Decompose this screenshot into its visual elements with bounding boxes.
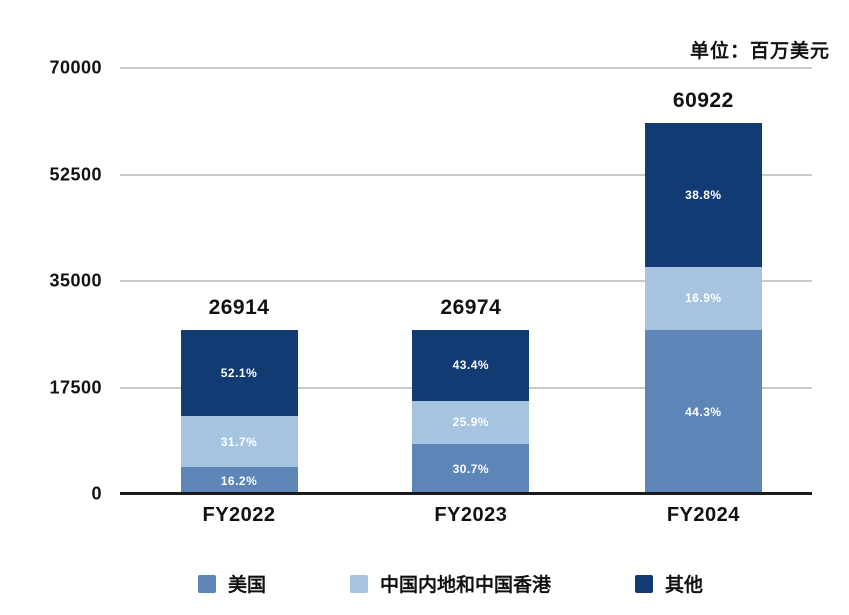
legend-swatch: [635, 574, 654, 593]
bar-total-label: 26974: [440, 295, 502, 319]
y-tick-label: 52500: [49, 164, 102, 184]
segment-percent-label: 16.2%: [220, 473, 258, 488]
bar-segment: 16.9%: [644, 267, 762, 330]
stacked-bar: 16.2% 31.7% 52.1%: [180, 330, 298, 494]
bar-segment: 25.9%: [412, 401, 530, 444]
bar-segment: 52.1%: [180, 330, 298, 416]
bar-segment: 16.2%: [180, 467, 298, 494]
y-tick-label: 17500: [49, 377, 102, 397]
segment-percent-label: 25.9%: [452, 415, 490, 430]
segment-percent-label: 31.7%: [220, 434, 258, 449]
legend-label: 其他: [665, 575, 704, 596]
gridline: [120, 173, 812, 176]
legend-swatch: [350, 574, 369, 593]
y-axis: 0 17500 35000 52500 70000: [0, 0, 110, 615]
unit-label: 单位：百万美元: [689, 41, 830, 62]
bar-total-label: 60922: [672, 89, 734, 113]
legend-item: 美国: [198, 570, 266, 597]
segment-percent-label: 16.9%: [685, 291, 722, 306]
y-tick-label: 35000: [49, 270, 102, 291]
segment-percent-label: 30.7%: [452, 461, 490, 476]
legend-label: 美国: [228, 575, 267, 596]
bar-segment: 30.7%: [412, 443, 530, 494]
category-label: FY2024: [666, 504, 740, 526]
bar-segment: 38.8%: [644, 123, 762, 268]
stacked-bar: 30.7% 25.9% 43.4%: [412, 329, 530, 494]
stacked-bar: 44.3% 16.9% 38.8%: [644, 123, 762, 494]
bar-total-label: 26914: [208, 296, 270, 320]
y-tick-label: 70000: [49, 57, 102, 78]
segment-percent-label: 38.8%: [685, 188, 722, 203]
category-label: FY2023: [434, 504, 508, 526]
segment-percent-label: 44.3%: [685, 404, 722, 419]
baseline: [120, 492, 812, 495]
legend-swatch: [198, 574, 216, 593]
legend-item: 中国内地和中国香港: [350, 570, 551, 597]
legend-label: 中国内地和中国香港: [380, 575, 552, 596]
gridline: [120, 67, 812, 69]
legend-item: 其他: [635, 570, 703, 597]
y-tick-label: 0: [91, 483, 102, 504]
bar-segment: 44.3%: [644, 329, 762, 494]
segment-percent-label: 43.4%: [452, 358, 490, 373]
legend: 美国 中国内地和中国香港 其他: [120, 570, 812, 597]
bar-segment: 43.4%: [412, 329, 530, 402]
bar-segment: 31.7%: [180, 415, 298, 468]
gridline: [120, 280, 812, 282]
plot-area: 16.2% 31.7% 52.1% 26914 FY2022 30.7% 25.9% 43.4…: [120, 67, 812, 526]
category-label: FY2022: [202, 504, 276, 526]
segment-percent-label: 52.1%: [220, 365, 258, 380]
